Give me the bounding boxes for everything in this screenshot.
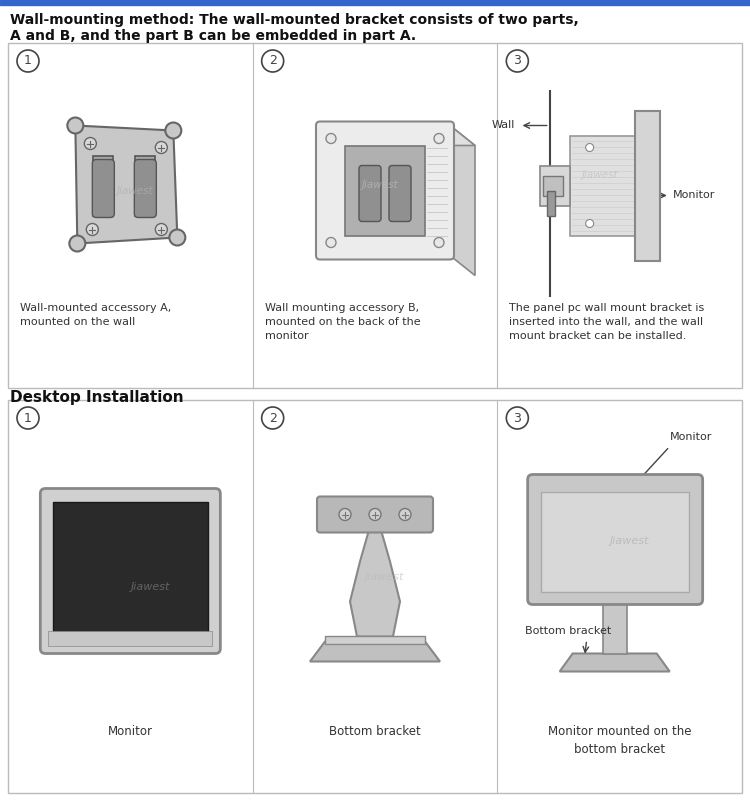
Text: Bottom bracket: Bottom bracket [525,626,611,637]
Circle shape [84,137,96,149]
Text: Monitor mounted on the
bottom bracket: Monitor mounted on the bottom bracket [548,725,692,756]
Text: Monitor: Monitor [673,191,715,200]
Circle shape [434,238,444,247]
Bar [541,491,688,591]
Text: Jiawest: Jiawest [610,537,650,546]
Text: A and B, and the part B can be embedded in part A.: A and B, and the part B can be embedded … [10,29,416,43]
Text: Desktop Installation: Desktop Installation [10,390,184,405]
FancyBboxPatch shape [92,159,114,217]
Text: 3: 3 [514,54,521,68]
Circle shape [262,407,284,429]
FancyBboxPatch shape [359,166,381,221]
Circle shape [155,224,167,235]
Text: 3: 3 [514,411,521,424]
Polygon shape [450,125,475,276]
Bar [325,636,425,643]
Circle shape [165,123,182,138]
Polygon shape [320,125,475,145]
Bar [570,136,634,235]
FancyBboxPatch shape [317,496,433,532]
Text: Jiawest: Jiawest [365,571,405,582]
Text: Jiawest: Jiawest [362,180,398,191]
Text: Monitor: Monitor [670,431,712,441]
Circle shape [262,50,284,72]
Text: Monitor: Monitor [108,725,153,738]
Bar [634,111,660,260]
Circle shape [17,50,39,72]
Bar [547,191,555,216]
Bar [8,43,742,388]
Bar [540,166,570,205]
Text: Jiawest: Jiawest [117,186,154,196]
Text: Jiawest: Jiawest [581,170,618,180]
FancyBboxPatch shape [389,166,411,221]
Circle shape [369,508,381,520]
Circle shape [339,508,351,520]
Circle shape [170,229,185,246]
Circle shape [586,144,594,152]
Text: Jiawest: Jiawest [130,582,170,591]
Bar [543,175,562,196]
Circle shape [506,50,528,72]
Bar [8,400,742,793]
Text: Bottom bracket: Bottom bracket [329,725,421,738]
Polygon shape [310,642,440,662]
Polygon shape [93,155,113,216]
Text: Wall: Wall [491,120,514,131]
Text: Wall-mounting method: The wall-mounted bracket consists of two parts,: Wall-mounting method: The wall-mounted b… [10,13,579,27]
Circle shape [506,407,528,429]
Polygon shape [560,654,670,671]
Bar [48,630,212,646]
Circle shape [326,133,336,144]
FancyBboxPatch shape [528,474,703,604]
Bar [53,502,208,632]
Circle shape [326,238,336,247]
Circle shape [86,224,98,235]
Bar [0,0,750,5]
Circle shape [155,141,167,154]
Text: 1: 1 [24,411,32,424]
Bar [603,599,627,654]
FancyBboxPatch shape [316,121,454,259]
Circle shape [399,508,411,520]
Text: Wall mounting accessory B,
mounted on the back of the
monitor: Wall mounting accessory B, mounted on th… [265,303,420,341]
Text: Wall-mounted accessory A,
mounted on the wall: Wall-mounted accessory A, mounted on the… [20,303,171,327]
Text: 2: 2 [268,411,277,424]
Circle shape [17,407,39,429]
Polygon shape [75,125,177,243]
Circle shape [68,117,83,133]
FancyBboxPatch shape [40,489,220,654]
Bar [345,145,425,235]
Polygon shape [350,527,400,637]
Circle shape [69,235,86,251]
Text: 1: 1 [24,54,32,68]
Polygon shape [135,155,155,216]
Text: 2: 2 [268,54,277,68]
Circle shape [434,133,444,144]
FancyBboxPatch shape [134,159,156,217]
Circle shape [586,220,594,228]
Text: The panel pc wall mount bracket is
inserted into the wall, and the wall
mount br: The panel pc wall mount bracket is inser… [509,303,704,341]
